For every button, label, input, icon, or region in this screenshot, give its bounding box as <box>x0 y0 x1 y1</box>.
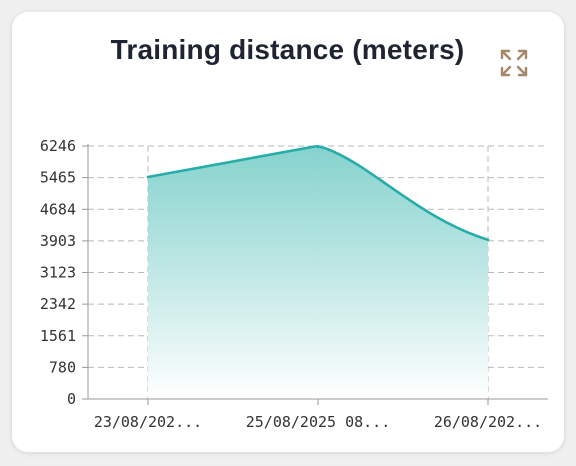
y-tick-label: 3123 <box>40 264 76 282</box>
y-tick-label: 1561 <box>40 327 76 345</box>
y-tick-label: 2342 <box>40 295 76 313</box>
data-point <box>146 175 150 179</box>
expand-arrows-icon <box>500 49 528 77</box>
y-tick-label: 0 <box>67 390 76 408</box>
data-point <box>486 238 490 242</box>
chart-title: Training distance (meters) <box>110 34 465 65</box>
y-tick-label: 5465 <box>40 169 76 187</box>
y-tick-label: 780 <box>49 358 76 376</box>
y-tick-label: 3903 <box>40 232 76 250</box>
y-tick-label: 6246 <box>40 137 76 155</box>
x-tick-label: 26/08/202... <box>434 413 542 431</box>
y-tick-label: 4684 <box>40 200 76 218</box>
expand-button[interactable] <box>498 47 530 79</box>
x-tick-label: 25/08/2025 08... <box>246 413 391 431</box>
series-area <box>148 146 488 399</box>
x-tick-label: 23/08/202... <box>94 413 202 431</box>
data-point <box>316 144 320 148</box>
